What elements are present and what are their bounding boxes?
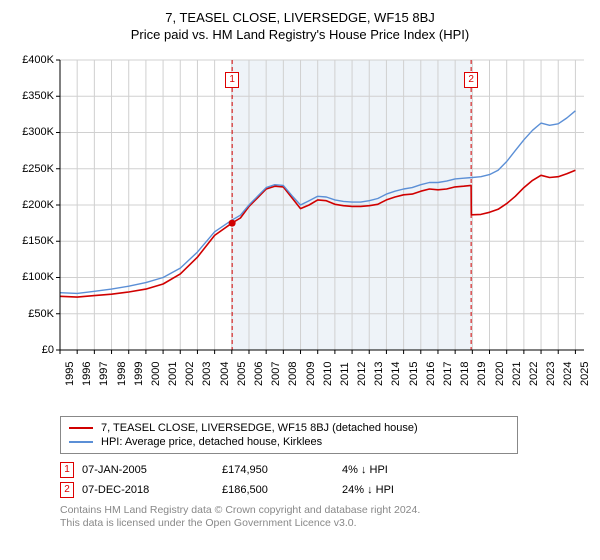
x-tick-label: 2012 (356, 361, 368, 385)
sale-row: 2 07-DEC-2018£186,50024% ↓ HPI (60, 480, 590, 500)
sale-price: £174,950 (222, 464, 342, 476)
event-marker-1: 1 (225, 72, 239, 88)
footer-line-2: This data is licensed under the Open Gov… (60, 517, 590, 531)
x-tick-label: 2023 (545, 361, 557, 385)
sale-delta: 24% ↓ HPI (342, 484, 462, 496)
sale-row: 1 07-JAN-2005£174,9504% ↓ HPI (60, 460, 590, 480)
y-tick-label: £50K (28, 308, 54, 320)
x-tick-label: 2005 (236, 361, 248, 385)
chart-title-address: 7, TEASEL CLOSE, LIVERSEDGE, WF15 8BJ (10, 10, 590, 27)
footer-line-1: Contains HM Land Registry data © Crown c… (60, 504, 590, 518)
y-tick-label: £200K (22, 199, 54, 211)
legend-label: HPI: Average price, detached house, Kirk… (101, 436, 322, 448)
x-tick-label: 2022 (528, 361, 540, 385)
sale-delta: 4% ↓ HPI (342, 464, 462, 476)
x-tick-label: 2003 (201, 361, 213, 385)
sale-date: 07-DEC-2018 (82, 484, 222, 496)
legend: 7, TEASEL CLOSE, LIVERSEDGE, WF15 8BJ (d… (60, 416, 518, 454)
sale-date: 07-JAN-2005 (82, 464, 222, 476)
legend-label: 7, TEASEL CLOSE, LIVERSEDGE, WF15 8BJ (d… (101, 422, 418, 434)
chart-svg (10, 50, 590, 360)
x-tick-label: 2011 (339, 362, 351, 386)
y-tick-label: £350K (22, 90, 54, 102)
x-tick-label: 2009 (305, 361, 317, 385)
price-chart: £0 £50K £100K £150K £200K £250K £300K £350K £400… (10, 50, 590, 410)
x-tick-label: 1998 (116, 361, 128, 385)
x-tick-label: 2018 (459, 361, 471, 385)
x-tick-label: 2024 (562, 361, 574, 385)
x-tick-label: 2013 (373, 361, 385, 385)
x-tick-label: 2019 (476, 361, 488, 385)
x-tick-label: 2020 (494, 361, 506, 385)
x-tick-label: 1996 (81, 361, 93, 385)
x-tick-label: 2000 (150, 361, 162, 385)
x-tick-label: 2016 (425, 361, 437, 385)
x-tick-label: 2021 (511, 361, 523, 385)
sale-marker: 1 (60, 462, 74, 478)
y-tick-label: £150K (22, 235, 54, 247)
x-tick-label: 1999 (133, 361, 145, 385)
sale-price: £186,500 (222, 484, 342, 496)
x-tick-label: 1997 (98, 361, 110, 385)
footer-attribution: Contains HM Land Registry data © Crown c… (60, 504, 590, 531)
x-tick-label: 2007 (270, 361, 282, 385)
x-tick-label: 2010 (322, 361, 334, 385)
x-tick-label: 2017 (442, 361, 454, 385)
y-tick-label: £300K (22, 126, 54, 138)
chart-subtitle: Price paid vs. HM Land Registry's House … (10, 27, 590, 44)
x-tick-label: 2015 (408, 361, 420, 385)
x-tick-label: 2001 (167, 361, 179, 385)
y-tick-label: £100K (22, 271, 54, 283)
legend-swatch (69, 427, 93, 429)
x-tick-label: 2025 (579, 361, 591, 385)
event-marker-2: 2 (464, 72, 478, 88)
y-tick-label: £400K (22, 54, 54, 66)
legend-item: HPI: Average price, detached house, Kirk… (69, 435, 509, 449)
y-tick-label: £0 (42, 344, 54, 356)
x-tick-label: 2006 (253, 361, 265, 385)
x-tick-label: 2004 (219, 361, 231, 385)
x-tick-label: 1995 (64, 361, 76, 385)
x-tick-label: 2014 (390, 361, 402, 385)
x-tick-label: 2008 (287, 361, 299, 385)
legend-swatch (69, 441, 93, 443)
y-tick-label: £250K (22, 163, 54, 175)
legend-item: 7, TEASEL CLOSE, LIVERSEDGE, WF15 8BJ (d… (69, 421, 509, 435)
sale-marker: 2 (60, 482, 74, 498)
x-tick-label: 2002 (184, 361, 196, 385)
